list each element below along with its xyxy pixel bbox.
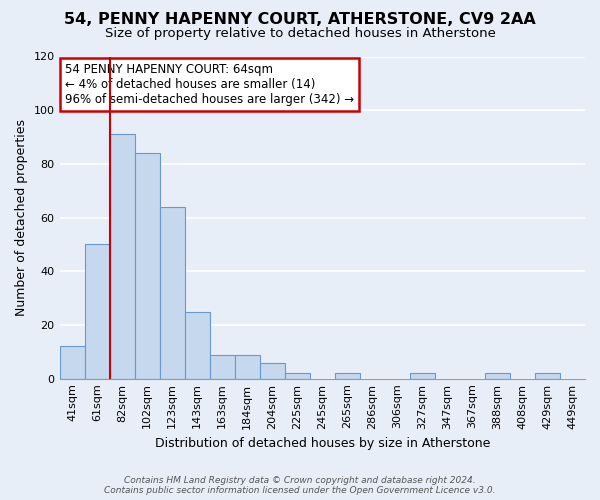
Bar <box>260 362 285 378</box>
Bar <box>110 134 134 378</box>
Text: 54 PENNY HAPENNY COURT: 64sqm
← 4% of detached houses are smaller (14)
96% of se: 54 PENNY HAPENNY COURT: 64sqm ← 4% of de… <box>65 63 354 106</box>
Bar <box>185 312 209 378</box>
Bar <box>535 374 560 378</box>
Bar <box>134 153 160 378</box>
Bar <box>59 346 85 378</box>
X-axis label: Distribution of detached houses by size in Atherstone: Distribution of detached houses by size … <box>155 437 490 450</box>
Text: 54, PENNY HAPENNY COURT, ATHERSTONE, CV9 2AA: 54, PENNY HAPENNY COURT, ATHERSTONE, CV9… <box>64 12 536 28</box>
Bar <box>335 374 360 378</box>
Text: Size of property relative to detached houses in Atherstone: Size of property relative to detached ho… <box>104 28 496 40</box>
Bar <box>410 374 435 378</box>
Y-axis label: Number of detached properties: Number of detached properties <box>15 119 28 316</box>
Bar <box>285 374 310 378</box>
Bar <box>209 354 235 378</box>
Bar <box>485 374 510 378</box>
Bar <box>235 354 260 378</box>
Bar <box>85 244 110 378</box>
Bar <box>160 207 185 378</box>
Text: Contains HM Land Registry data © Crown copyright and database right 2024.
Contai: Contains HM Land Registry data © Crown c… <box>104 476 496 495</box>
